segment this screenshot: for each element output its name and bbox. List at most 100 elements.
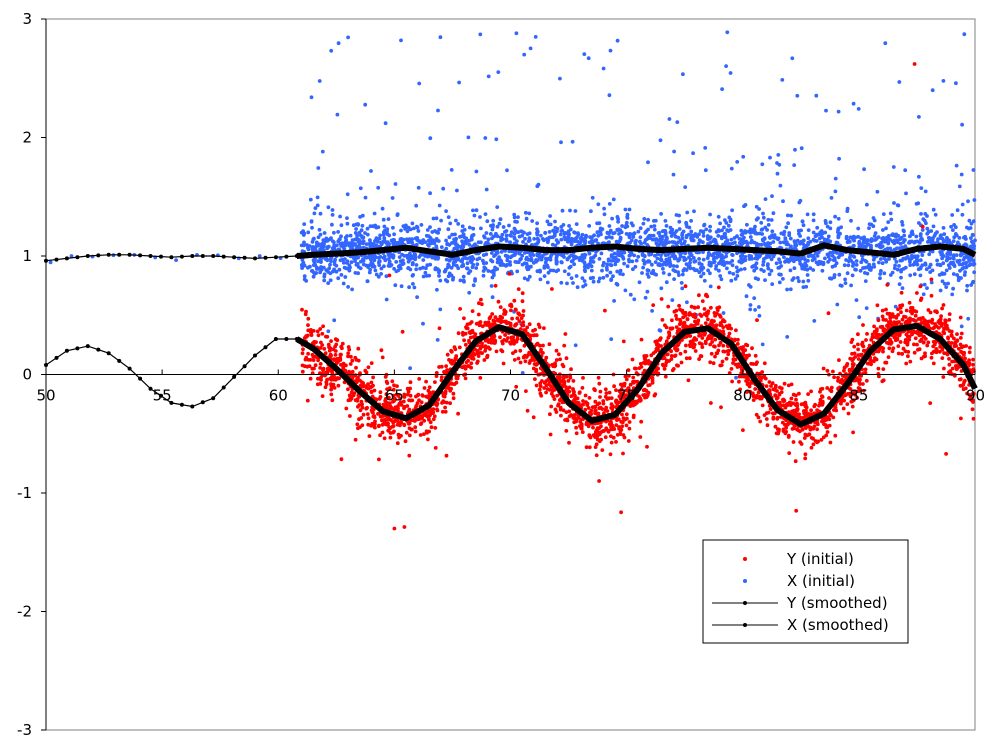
x-initial-point — [769, 257, 774, 262]
x-initial-point — [869, 239, 874, 244]
x-initial-point — [681, 72, 685, 77]
y-initial-point — [671, 367, 676, 371]
y-initial-point — [441, 399, 446, 404]
x-initial-point — [474, 169, 479, 174]
y-initial-point — [328, 352, 333, 357]
y-initial-point — [880, 308, 885, 313]
x-initial-point — [664, 262, 669, 267]
x-initial-point — [607, 235, 612, 239]
x-initial-point — [608, 48, 613, 53]
x-initial-point — [774, 236, 779, 240]
y-initial-point — [753, 353, 758, 358]
x-initial-point — [473, 279, 477, 283]
x-initial-point — [664, 280, 669, 285]
x-initial-point — [384, 274, 389, 279]
x-initial-point — [445, 242, 449, 247]
x-initial-point — [667, 272, 672, 277]
x-initial-point — [879, 257, 883, 261]
x-initial-point — [964, 261, 968, 265]
x-initial-point — [615, 269, 620, 274]
x-initial-point — [339, 273, 344, 277]
x-initial-point — [438, 35, 443, 40]
y-initial-point — [321, 324, 325, 329]
y-initial-point — [456, 411, 460, 416]
x-initial-point — [381, 256, 386, 260]
x-initial-point — [520, 233, 525, 238]
x-initial-point — [467, 225, 472, 230]
y-initial-point — [947, 362, 952, 367]
x-initial-point — [568, 208, 572, 213]
x-initial-point — [609, 337, 614, 341]
x-initial-point — [800, 219, 805, 224]
x-initial-point — [301, 233, 306, 237]
x-initial-point — [615, 215, 620, 219]
x-initial-point — [613, 255, 618, 260]
x-initial-point — [358, 266, 363, 271]
x-initial-point — [417, 81, 422, 86]
x-initial-point — [489, 251, 494, 255]
x-initial-point — [937, 273, 942, 277]
y-initial-point — [620, 424, 625, 429]
x-initial-point — [342, 242, 347, 247]
x-initial-point — [801, 285, 806, 289]
x-initial-point — [471, 283, 476, 288]
x-initial-point — [675, 120, 680, 124]
y-initial-point — [456, 331, 461, 336]
x-initial-point — [799, 146, 804, 151]
x-initial-point — [627, 259, 632, 264]
x-initial-point — [944, 285, 949, 289]
x-initial-point — [703, 168, 708, 173]
x-initial-point — [742, 235, 746, 240]
x-initial-point — [367, 270, 372, 275]
x-initial-point — [785, 213, 790, 218]
y-initial-point — [306, 316, 311, 321]
y-initial-point — [564, 374, 569, 379]
x-initial-point — [742, 267, 747, 271]
y-initial-point — [488, 315, 493, 319]
y-initial-point — [510, 316, 514, 321]
x-initial-point — [491, 234, 496, 239]
x-initial-point — [435, 287, 439, 292]
x-initial-point — [546, 270, 551, 275]
y-initial-point — [325, 334, 330, 339]
x-initial-point — [336, 41, 341, 46]
x-initial-point — [454, 218, 458, 223]
x-initial-point — [908, 273, 913, 278]
x-initial-point — [846, 263, 851, 268]
x-initial-point — [589, 209, 593, 214]
x-initial-point — [957, 184, 962, 189]
x-initial-point — [641, 258, 646, 263]
x-initial-point — [969, 283, 973, 287]
y-initial-point — [462, 316, 466, 321]
x-initial-point — [867, 226, 871, 231]
x-initial-point — [553, 225, 558, 230]
x-initial-point — [918, 258, 923, 263]
x-initial-point — [945, 240, 949, 245]
x-initial-point — [366, 263, 371, 268]
x-initial-point — [353, 271, 358, 275]
x-initial-point — [864, 238, 869, 242]
x-initial-point — [808, 239, 813, 244]
x-initial-point — [563, 237, 568, 242]
x-initial-point — [360, 213, 365, 218]
x-initial-point — [609, 259, 614, 263]
y-initial-point — [886, 355, 891, 359]
x-initial-point — [725, 238, 730, 243]
y-initial-point — [525, 408, 530, 413]
x-initial-point — [444, 246, 449, 251]
x-initial-point — [812, 257, 817, 261]
x-initial-point — [643, 295, 648, 300]
y-initial-point — [569, 413, 573, 417]
x-initial-point — [763, 197, 768, 202]
x-initial-point — [607, 224, 612, 228]
x-initial-point — [801, 279, 806, 284]
x-initial-point — [554, 238, 559, 243]
x-initial-point — [466, 135, 471, 140]
x-initial-point — [724, 242, 729, 246]
y-initial-point — [846, 411, 851, 416]
x-initial-point — [494, 137, 499, 142]
x-initial-point — [856, 226, 861, 231]
y-initial-point — [547, 342, 552, 347]
y-initial-point — [762, 413, 767, 417]
x-initial-point — [341, 281, 346, 286]
